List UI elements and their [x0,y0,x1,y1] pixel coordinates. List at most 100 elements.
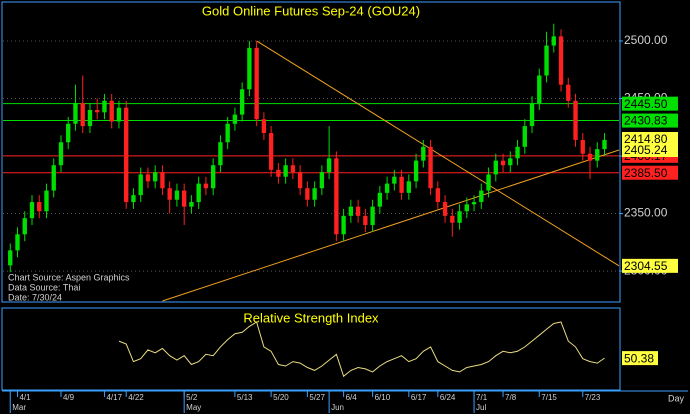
candle-body [363,215,368,226]
candle-body [587,153,593,161]
rsi-line [118,321,605,378]
candle-body [457,211,462,223]
candle-body [124,107,129,203]
candle-body [254,47,259,120]
x-tick-label: 6/10 [375,393,391,402]
candle-body [218,142,223,166]
candle-body [182,190,187,207]
candle-body [522,126,527,147]
candle-body [95,110,100,113]
x-tick-label: 4/22 [128,393,144,402]
candle-body [500,160,506,166]
candle-body [145,174,151,182]
x-axis-label: Day [668,393,685,403]
y-tick-label: 2500.00 [624,33,668,47]
x-tick-label: 7/8 [505,393,517,402]
trendline-label-box [622,142,678,157]
candle-body [406,181,412,193]
y-tick-label: 2350.00 [624,206,668,220]
candle-body [51,165,56,191]
trendline-label: 2405.24 [624,143,668,157]
candle-body [602,139,607,150]
x-tick-label: 7/23 [585,393,601,402]
candle-body [595,149,600,161]
candle-body [290,165,296,173]
candle-body [471,202,477,205]
x-tick-label: 5/2 [186,393,198,402]
rsi-last-label: 50.38 [624,351,654,365]
candle-body [566,84,571,101]
x-tick-label: 4/9 [63,393,75,402]
candle-body [428,146,433,189]
x-tick-label: 5/13 [237,393,253,402]
chart-title: Gold Online Futures Sep-24 (GOU24) [202,3,420,18]
date-note: Date: 7/30/24 [8,292,62,302]
candle-body [276,169,281,177]
candle-body [196,183,201,203]
candle-body [167,188,172,200]
candle-body [413,160,419,182]
month-label: Jul [476,403,486,412]
month-label: Mar [12,403,26,412]
source-note: Chart Source: Aspen Graphics [8,272,130,282]
candle-body [44,190,49,212]
candle-body [58,142,64,166]
x-tick-label: 6/17 [411,393,427,402]
candle-body [312,188,317,200]
level-label-box [622,96,678,111]
x-tick-label: 4/17 [106,393,122,402]
candle-body [15,234,20,251]
candle-body [508,158,513,166]
candle-body [486,174,491,191]
candle-body [116,107,122,122]
rsi-label-box [622,351,658,366]
candle-body [29,202,35,219]
candle-body [450,215,455,223]
candle-body [225,123,230,143]
candle-body [529,103,535,127]
candle-body [573,100,578,140]
candle-body [87,110,93,127]
x-tick-label: 6/4 [346,393,358,402]
candle-body [537,75,542,104]
candle-body [464,204,469,212]
level-label: 2385.50 [624,166,668,180]
trendline-label-box [622,258,678,273]
candle-body [174,190,180,200]
candle-body [341,215,346,235]
candle-body [355,206,361,216]
candle-body [22,218,27,235]
x-tick-label: 5/27 [309,393,325,402]
candle-body [102,100,107,113]
candle-body [493,160,498,175]
candle-body [189,202,194,207]
month-label: May [186,403,201,412]
candle-body [109,100,114,122]
candle-body [305,188,310,200]
candle-body [210,165,216,189]
candle-body [319,172,325,189]
candle-body [131,195,136,203]
level-label-box [622,165,678,180]
trendline [256,40,620,267]
candle-body [551,36,556,46]
candle-body [442,202,448,216]
x-tick-label: 7/15 [541,393,557,402]
candle-body [138,174,143,196]
rsi-panel-frame [1,307,621,391]
source-note: Data Source: Thai [8,282,80,292]
x-tick-label: 5/20 [273,393,289,402]
x-tick-label: 7/1 [476,393,488,402]
candle-body [421,146,426,161]
level-label: 2430.83 [624,114,668,128]
candle-body [435,188,440,203]
candle-body [247,47,252,90]
level-label: 2445.50 [624,97,668,111]
last-price-label: 2414.80 [624,132,668,146]
candle-body [377,192,383,207]
candle-body [37,202,42,212]
candle-body [73,103,78,124]
candle-body [153,172,158,182]
